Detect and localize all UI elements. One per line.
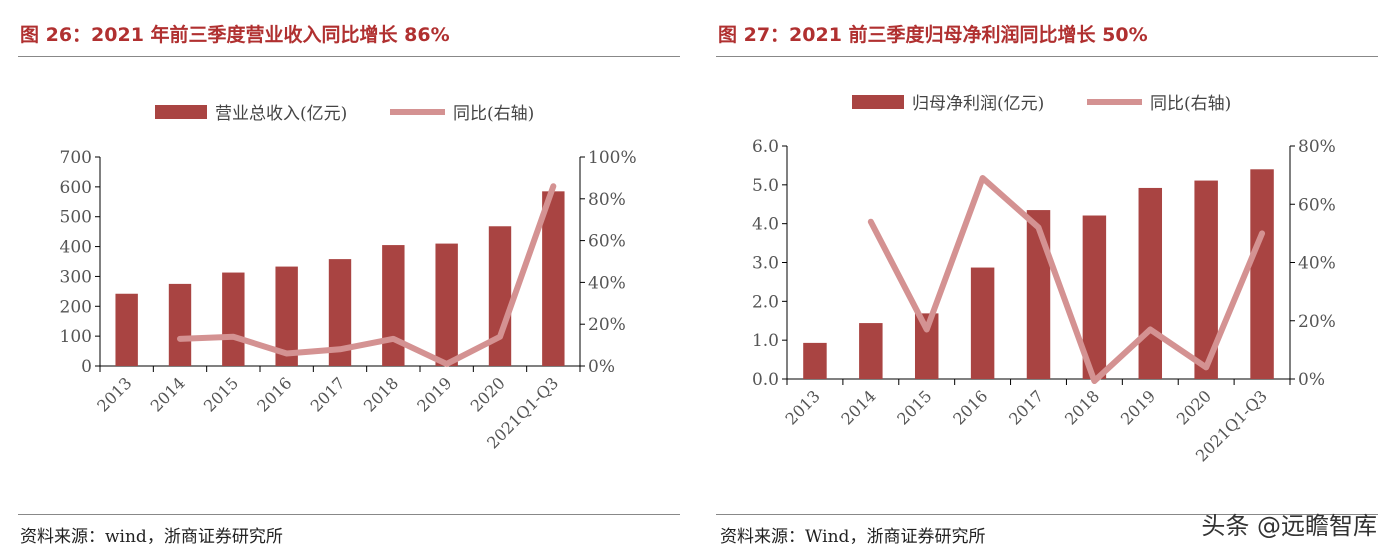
y2-tick-label: 80% <box>1298 137 1336 157</box>
y-tick-label: 5.0 <box>752 176 779 196</box>
bar <box>382 245 405 366</box>
x-tick-label: 2013 <box>93 373 135 415</box>
y2-tick-label: 20% <box>1298 312 1336 332</box>
watermark: 头条 @远瞻智库 <box>1201 512 1377 540</box>
y2-tick-label: 80% <box>588 190 626 210</box>
y2-tick-label: 0% <box>1298 370 1325 390</box>
y2-tick-label: 60% <box>588 232 626 252</box>
y-tick-label: 1.0 <box>752 331 779 351</box>
divider <box>18 56 680 57</box>
x-tick-label: 2019 <box>413 373 455 415</box>
y-tick-label: 6.0 <box>752 137 779 157</box>
bar <box>542 191 565 366</box>
legend-label-line: 同比(右轴) <box>453 104 534 124</box>
chart-title-left: 图 26：2021 年前三季度营业收入同比增长 86% <box>20 24 450 46</box>
x-tick-label: 2014 <box>837 386 879 428</box>
bar <box>1082 215 1107 379</box>
x-tick-label: 2019 <box>1117 386 1159 428</box>
bar <box>914 313 939 379</box>
bar <box>222 272 245 366</box>
bar <box>970 267 995 379</box>
y-tick-label: 700 <box>60 148 92 168</box>
legend-label-bar: 归母净利润(亿元) <box>912 94 1044 114</box>
x-tick-label: 2013 <box>782 386 824 428</box>
y-tick-label: 100 <box>60 327 92 347</box>
x-tick-label: 2015 <box>893 386 935 428</box>
y-tick-label: 0.0 <box>752 370 779 390</box>
x-tick-label: 2014 <box>147 373 189 415</box>
legend-swatch-bar <box>155 105 207 119</box>
bar <box>435 243 458 366</box>
y2-tick-label: 40% <box>1298 254 1336 274</box>
y-tick-label: 0 <box>81 357 92 377</box>
x-tick-label: 2020 <box>467 373 509 415</box>
bar <box>1138 187 1163 379</box>
x-tick-label: 2020 <box>1173 386 1215 428</box>
divider <box>716 56 1378 57</box>
source-right: 资料来源：Wind，浙商证券研究所 <box>720 527 986 547</box>
bar <box>275 266 298 366</box>
divider <box>18 514 680 515</box>
x-tick-label: 2018 <box>360 373 402 415</box>
x-tick-label: 2017 <box>1005 386 1047 428</box>
x-tick-label: 2016 <box>253 373 295 415</box>
y2-tick-label: 60% <box>1298 195 1336 215</box>
legend-label-bar: 营业总收入(亿元) <box>215 104 347 124</box>
bar <box>859 323 883 379</box>
line-series <box>177 183 557 367</box>
y2-tick-label: 40% <box>588 273 626 293</box>
y2-tick-label: 100% <box>588 148 637 168</box>
bar <box>1194 180 1218 379</box>
y2-tick-label: 20% <box>588 315 626 335</box>
divider <box>716 514 1378 515</box>
legend-swatch-bar <box>852 95 904 109</box>
y-tick-label: 300 <box>60 267 92 287</box>
x-tick-label: 2017 <box>307 373 349 415</box>
bar <box>115 293 138 366</box>
chart-title-right: 图 27：2021 前三季度归母净利润同比增长 50% <box>718 24 1148 46</box>
y-tick-label: 2.0 <box>752 292 779 312</box>
y2-tick-label: 0% <box>588 357 615 377</box>
y-tick-label: 3.0 <box>752 254 779 274</box>
legend-label-line: 同比(右轴) <box>1150 94 1231 114</box>
x-tick-label: 2018 <box>1061 386 1103 428</box>
y-tick-label: 4.0 <box>752 215 779 235</box>
x-tick-label: 2016 <box>949 386 991 428</box>
bar <box>1250 169 1274 379</box>
y-tick-label: 400 <box>60 238 92 258</box>
y-tick-label: 500 <box>60 208 92 228</box>
y-tick-label: 200 <box>60 297 92 317</box>
y-tick-label: 600 <box>60 178 92 198</box>
x-tick-label: 2015 <box>200 373 242 415</box>
bar <box>168 283 192 366</box>
source-left: 资料来源：wind，浙商证券研究所 <box>20 527 283 547</box>
bar <box>803 342 827 379</box>
line-series <box>867 175 1266 384</box>
bar <box>328 259 352 366</box>
bar <box>488 226 512 366</box>
